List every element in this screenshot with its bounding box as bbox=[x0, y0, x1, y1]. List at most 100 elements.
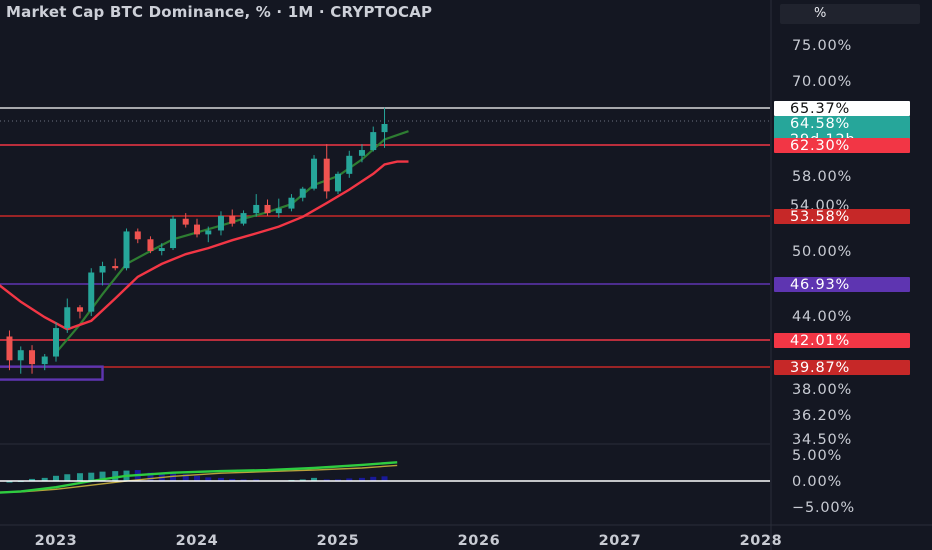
macd-line bbox=[0, 461, 398, 494]
level-badge-label-0: 65.37% bbox=[790, 101, 850, 117]
candle-body-4 bbox=[17, 350, 24, 361]
candle-body-11 bbox=[99, 266, 106, 273]
sub-axis-tick-2: −5.00% bbox=[792, 500, 855, 516]
candle-body-9 bbox=[76, 307, 83, 312]
sub-axis-tick-0: 5.00% bbox=[792, 448, 842, 464]
macd-hist-bar-20 bbox=[205, 477, 212, 481]
macd-hist-bar-9 bbox=[76, 473, 83, 481]
candle-body-20 bbox=[205, 230, 212, 235]
candle-body-22 bbox=[229, 215, 236, 224]
time-tick-2024: 2024 bbox=[176, 533, 219, 549]
candle-body-25 bbox=[264, 204, 271, 214]
level-badge-4 bbox=[774, 277, 910, 292]
candle-body-17 bbox=[170, 218, 177, 249]
macd-hist-bar-30 bbox=[323, 479, 330, 481]
candle-body-26 bbox=[275, 208, 282, 214]
macd-hist-bar-12 bbox=[112, 471, 119, 481]
time-axis[interactable]: 2023 2024 2025 2026 2027 2028 bbox=[35, 533, 783, 549]
level-badge-label-1: 64.58% bbox=[790, 116, 850, 132]
purple-range-box bbox=[0, 365, 104, 381]
macd-hist-bar-8 bbox=[64, 474, 71, 481]
candle-body-15 bbox=[147, 239, 154, 251]
candle-body-24 bbox=[253, 204, 260, 214]
time-tick-2026: 2026 bbox=[458, 533, 501, 549]
macd-hist-bar-3 bbox=[6, 481, 13, 483]
candle-body-16 bbox=[158, 248, 165, 251]
signal-line bbox=[0, 464, 398, 493]
axis-tick-6: 36.20% bbox=[792, 408, 852, 424]
sub-axis-tick-1: 0.00% bbox=[792, 474, 842, 490]
candle-body-32 bbox=[346, 155, 353, 174]
level-badge-overlay-label: 53.58% bbox=[790, 209, 850, 225]
macd-hist-bar-29 bbox=[311, 477, 318, 481]
level-badge-overlay bbox=[774, 209, 910, 224]
candle-body-31 bbox=[335, 173, 341, 192]
candle-body-21 bbox=[217, 215, 224, 231]
candle-body-13 bbox=[123, 231, 130, 269]
macd-hist-bar-28 bbox=[299, 479, 306, 481]
candle-body-33 bbox=[358, 150, 365, 156]
axis-tick-7: 34.50% bbox=[792, 432, 852, 448]
time-tick-2027: 2027 bbox=[599, 533, 642, 549]
macd-hist-bar-5 bbox=[29, 478, 36, 481]
level-badge-label-2: 62.30% bbox=[790, 138, 850, 154]
macd-hist-bar-22 bbox=[229, 478, 236, 481]
macd-hist-bar-15 bbox=[147, 472, 154, 481]
candle-body-29 bbox=[311, 158, 318, 189]
macd-hist-bar-6 bbox=[41, 477, 48, 481]
macd-hist-bar-21 bbox=[217, 477, 224, 481]
level-badge-6 bbox=[774, 360, 910, 375]
macd-hist-bar-31 bbox=[335, 479, 341, 481]
axis-tick-4: 44.00% bbox=[792, 309, 852, 325]
candle-body-3 bbox=[6, 336, 13, 361]
time-tick-2025: 2025 bbox=[317, 533, 360, 549]
time-tick-2023: 2023 bbox=[35, 533, 78, 549]
price-axis[interactable]: 65.37%64.58%29d 12h62.30%53.58%46.93%42.… bbox=[774, 38, 910, 516]
macd-hist-bar-7 bbox=[53, 475, 59, 481]
axis-tick-5: 38.00% bbox=[792, 382, 852, 398]
macd-hist-bar-35 bbox=[381, 476, 388, 481]
candle-body-34 bbox=[370, 132, 377, 151]
ema-green-line bbox=[55, 130, 409, 354]
macd-hist-bar-11 bbox=[99, 471, 106, 481]
candle-body-28 bbox=[299, 188, 306, 198]
candle-body-12 bbox=[112, 266, 119, 269]
macd-hist-bar-34 bbox=[370, 476, 377, 481]
macd-hist-bar-32 bbox=[346, 478, 353, 481]
range-box bbox=[0, 365, 104, 381]
axis-tick-1: 70.00% bbox=[792, 74, 852, 90]
candle-body-5 bbox=[29, 350, 36, 365]
level-badge-0 bbox=[774, 101, 910, 116]
candle-body-10 bbox=[88, 272, 95, 312]
level-badge-label-4: 46.93% bbox=[790, 277, 850, 293]
candle-body-7 bbox=[53, 328, 59, 357]
level-badge-2 bbox=[774, 138, 910, 153]
macd-hist-bar-17 bbox=[170, 473, 177, 481]
candle-body-14 bbox=[134, 231, 141, 240]
macd-hist-bar-24 bbox=[253, 479, 260, 481]
candle-body-30 bbox=[323, 158, 330, 192]
time-tick-2028: 2028 bbox=[740, 533, 783, 549]
chart-title: Market Cap BTC Dominance, % · 1M · CRYPT… bbox=[6, 3, 433, 21]
ema-red-line bbox=[0, 160, 409, 331]
candle-body-6 bbox=[41, 356, 48, 365]
macd-panel bbox=[0, 461, 770, 494]
macd-hist-bar-33 bbox=[358, 477, 365, 481]
level-badge-5 bbox=[774, 333, 910, 348]
unit-toggle-button[interactable]: % bbox=[780, 4, 920, 24]
level-badge-label-5: 42.01% bbox=[790, 333, 850, 349]
axis-tick-3: 50.00% bbox=[792, 244, 852, 260]
level-badge-label-6: 39.87% bbox=[790, 360, 850, 376]
macd-hist-bar-19 bbox=[194, 475, 200, 481]
candle-body-35 bbox=[381, 124, 388, 133]
candle-body-18 bbox=[182, 218, 189, 225]
axis-tick-2: 58.00% bbox=[792, 169, 852, 185]
macd-hist-bar-10 bbox=[88, 472, 95, 481]
candle-body-27 bbox=[288, 197, 295, 209]
candlesticks bbox=[6, 107, 388, 374]
candle-body-19 bbox=[194, 224, 200, 235]
candle-body-23 bbox=[240, 213, 247, 224]
macd-hist-bar-18 bbox=[182, 474, 189, 481]
